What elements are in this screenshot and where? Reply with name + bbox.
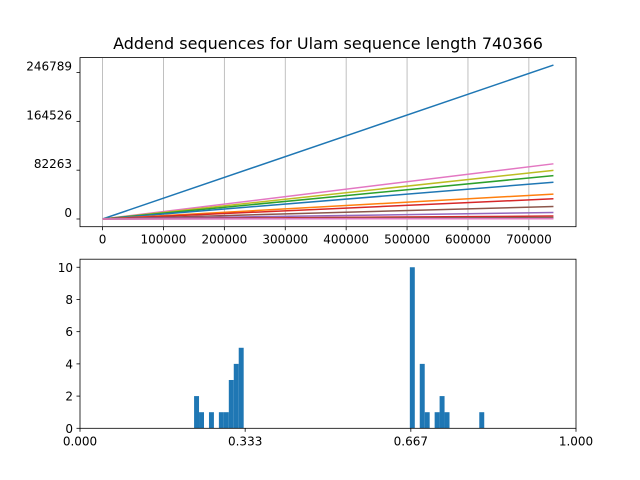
x-tick-label: 400000: [323, 233, 369, 247]
histogram-y-ticks: 0 2 4 6 8 10: [58, 261, 80, 436]
histogram-bar: [419, 363, 425, 429]
histogram-bar: [194, 396, 200, 429]
x-tick-label: 300000: [262, 233, 308, 247]
histogram-bar: [424, 412, 430, 429]
histogram-plot-background: [80, 259, 576, 429]
y-axis-ticks: 0 82263 164526 246789: [26, 60, 80, 220]
x-axis-ticks: 0 100000 200000 300000 400000 500000 600000 700…: [99, 226, 552, 247]
y-tick-label: 4: [65, 357, 73, 371]
x-tick-label: 500000: [384, 233, 430, 247]
x-tick-label: 1.000: [559, 434, 593, 448]
line-series: [102, 198, 554, 220]
y-tick-label: 8: [65, 293, 73, 307]
y-tick-label: 164526: [26, 108, 72, 122]
line-series: [102, 174, 554, 220]
y-tick-label: 82263: [34, 157, 72, 171]
x-tick-label: 0.667: [394, 434, 428, 448]
histogram-bar: [218, 412, 224, 429]
line-chart: Addend sequences for Ulam sequence lengt…: [26, 34, 577, 247]
line-series: [102, 205, 554, 220]
histogram-bar: [238, 347, 244, 429]
line-series: [102, 169, 554, 220]
line-series: [102, 163, 554, 220]
histogram-bar: [479, 412, 485, 429]
line-series: [102, 193, 554, 220]
x-tick-label: 100000: [141, 233, 187, 247]
line-plot-frame: [79, 57, 577, 228]
x-tick-label: 700000: [506, 233, 552, 247]
x-tick-label: 0.333: [228, 434, 262, 448]
histogram-bar: [434, 412, 440, 429]
histogram-chart: 0.000 0.333 0.667 1.000 0 2 4 6 8 10: [58, 258, 593, 448]
line-series: [102, 181, 554, 220]
histogram-bar: [444, 412, 450, 429]
y-tick-label: 6: [65, 325, 73, 339]
line-series: [102, 64, 554, 220]
y-tick-label: 10: [58, 261, 73, 275]
histogram-bar: [199, 412, 204, 429]
histogram-bar: [233, 363, 239, 429]
x-tick-label: 0: [99, 233, 107, 247]
y-tick-label: 2: [65, 390, 73, 404]
y-tick-label: 0: [65, 422, 73, 436]
histogram-bar: [223, 412, 229, 429]
histogram-bar: [228, 379, 234, 429]
x-tick-label: 0.000: [63, 434, 97, 448]
y-tick-label: 246789: [26, 60, 72, 74]
chart-title: Addend sequences for Ulam sequence lengt…: [113, 34, 543, 53]
line-series-group: [102, 64, 554, 220]
x-tick-label: 600000: [445, 233, 491, 247]
histogram-bar: [439, 396, 445, 429]
histogram-x-ticks: 0.000 0.333 0.667 1.000: [63, 428, 593, 448]
y-tick-label: 0: [64, 206, 72, 220]
histogram-plot-frame: [79, 258, 577, 429]
histogram-bar: [409, 267, 415, 429]
x-tick-label: 200000: [201, 233, 247, 247]
histogram-bars: [194, 267, 485, 429]
histogram-bar: [208, 412, 214, 429]
